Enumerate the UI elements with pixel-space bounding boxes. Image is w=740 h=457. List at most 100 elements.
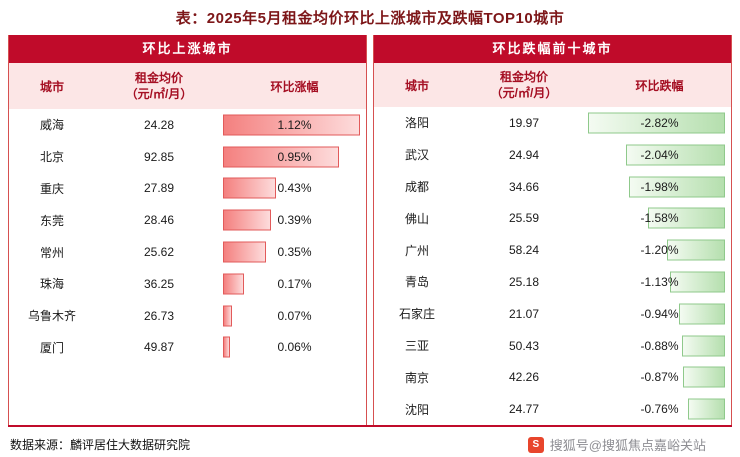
change-label: 0.43% (277, 181, 312, 196)
sohu-logo-glyph: S (532, 439, 540, 450)
price-cell: 49.87 (143, 340, 175, 355)
city-cell: 石家庄 (398, 307, 435, 322)
change-bar-cell: 0.17% (223, 268, 366, 300)
change-data-bar (682, 366, 725, 388)
table-title: 表：2025年5月租金均价环比上涨城市及跌幅TOP10城市 (175, 10, 565, 27)
change-data-bar (628, 176, 725, 198)
sohu-logo-icon: S (527, 436, 544, 453)
change-data-bar (666, 239, 725, 261)
change-bar-cell: -0.88% (588, 330, 731, 362)
change-label: 1.12% (277, 117, 312, 132)
change-bar-cell: -2.82% (587, 107, 731, 139)
price-cell: 25.18 (508, 274, 540, 289)
footer: 数据来源：麟评居住大数据研究院 S 搜狐号@搜狐焦点嘉峪关站 (0, 435, 740, 454)
price-column-header: 租金均价 （元/㎡/月） (95, 70, 223, 102)
table-row: 珠海 36.25 0.17% (9, 268, 366, 300)
fall-column-headers: 城市 租金均价 （元/㎡/月） 环比跌幅 (374, 63, 731, 108)
table-row: 东莞 28.46 0.39% (9, 204, 366, 236)
city-cell: 乌鲁木齐 (27, 309, 76, 324)
change-bar-cell: 0.35% (223, 236, 366, 268)
table-row: 乌鲁木齐 26.73 0.07% (9, 300, 366, 332)
change-label: -2.04% (640, 147, 679, 162)
change-data-bar (670, 271, 725, 293)
table-row: 沈阳 24.77 -0.76% (374, 393, 731, 425)
change-data-bar (223, 336, 231, 358)
change-label: -0.94% (640, 306, 679, 321)
price-cell: 24.77 (508, 402, 540, 417)
change-data-bar (223, 177, 276, 199)
table-row: 武汉 24.94 -2.04% (374, 139, 731, 171)
change-data-bar (648, 207, 725, 229)
change-bar-cell: -1.98% (588, 171, 731, 203)
table-row: 三亚 50.43 -0.88% (374, 330, 731, 362)
watermark: S 搜狐号@搜狐焦点嘉峪关站 (527, 435, 706, 454)
change-data-bar (223, 273, 244, 295)
article-page: 表：2025年5月租金均价环比上涨城市及跌幅TOP10城市 环比上涨城市 城市 … (0, 7, 740, 454)
change-label: 0.17% (277, 276, 312, 291)
change-data-bar (688, 398, 725, 420)
change-bar-cell: 0.06% (223, 332, 366, 364)
city-cell: 东莞 (39, 213, 64, 228)
tables-container: 环比上涨城市 城市 租金均价 （元/㎡/月） 环比涨幅 威海 24.28 1.12%… (8, 35, 732, 427)
price-cell: 25.59 (508, 211, 540, 226)
city-cell: 威海 (39, 118, 64, 133)
change-label: -0.88% (640, 338, 679, 353)
change-label: -1.13% (640, 274, 679, 289)
rise-panel-header: 环比上涨城市 (9, 35, 366, 63)
change-label: 0.07% (277, 308, 312, 323)
table-row: 佛山 25.59 -1.58% (374, 202, 731, 234)
change-label: 0.39% (277, 213, 312, 228)
price-column-header-line2: （元/㎡/月） (125, 87, 193, 101)
city-cell: 厦门 (39, 340, 64, 355)
city-cell: 武汉 (404, 148, 429, 163)
city-cell: 洛阳 (404, 116, 429, 131)
city-cell: 重庆 (39, 181, 64, 196)
change-column-header: 环比跌幅 (635, 78, 684, 93)
rise-column-headers: 城市 租金均价 （元/㎡/月） 环比涨幅 (9, 63, 366, 109)
change-label: 0.35% (277, 245, 312, 260)
change-bar-cell: -1.20% (588, 234, 731, 266)
price-cell: 34.66 (508, 179, 540, 194)
table-row: 成都 34.66 -1.98% (374, 171, 731, 203)
change-data-bar (223, 146, 340, 168)
price-cell: 26.73 (143, 308, 175, 323)
price-cell: 36.25 (143, 276, 175, 291)
change-data-bar (223, 114, 361, 136)
price-cell: 92.85 (143, 149, 175, 164)
table-row: 洛阳 19.97 -2.82% (374, 107, 731, 139)
change-bar-cell: -2.04% (588, 139, 731, 171)
change-data-bar (682, 335, 725, 356)
price-cell: 25.62 (143, 245, 175, 260)
rise-table-body: 威海 24.28 1.12% 北京 92.85 0.95% 重庆 27.89 0.43% 东莞 28… (9, 109, 366, 363)
fall-table-body: 洛阳 19.97 -2.82% 武汉 24.94 -2.04% 成都 34.66 -1.98% 佛… (374, 107, 731, 425)
price-column-header-line1: 租金均价 (499, 69, 548, 84)
city-cell: 广州 (404, 243, 429, 258)
city-column-header: 城市 (404, 78, 429, 93)
price-column-header-line2: （元/㎡/月） (490, 86, 558, 101)
change-bar-cell: 0.43% (223, 173, 366, 205)
table-row: 北京 92.85 0.95% (9, 141, 366, 173)
table-row: 常州 25.62 0.35% (9, 236, 366, 268)
change-data-bar (223, 209, 271, 231)
city-cell: 珠海 (39, 277, 64, 292)
rise-panel: 环比上涨城市 城市 租金均价 （元/㎡/月） 环比涨幅 威海 24.28 1.12%… (8, 35, 367, 425)
change-bar-cell: -1.58% (588, 202, 731, 234)
change-column-header: 环比涨幅 (270, 79, 319, 94)
table-row: 青岛 25.18 -1.13% (374, 266, 731, 298)
price-cell: 24.28 (143, 117, 175, 132)
city-cell: 北京 (39, 150, 64, 165)
change-data-bar (625, 144, 725, 166)
watermark-text: 搜狐号@搜狐焦点嘉峪关站 (549, 438, 706, 453)
change-label: 0.95% (277, 149, 312, 164)
price-cell: 27.89 (143, 181, 175, 196)
price-cell: 42.26 (508, 370, 540, 385)
price-cell: 24.94 (508, 147, 540, 162)
price-column-header: 租金均价 （元/㎡/月） (460, 69, 588, 101)
city-cell: 佛山 (404, 211, 429, 226)
price-cell: 50.43 (508, 338, 540, 353)
city-cell: 青岛 (404, 275, 429, 290)
fall-panel: 环比跌幅前十城市 城市 租金均价 （元/㎡/月） 环比跌幅 洛阳 19.97 -2.… (373, 35, 732, 425)
change-data-bar (679, 303, 725, 325)
change-label: -1.20% (640, 243, 679, 258)
price-cell: 19.97 (508, 115, 540, 130)
